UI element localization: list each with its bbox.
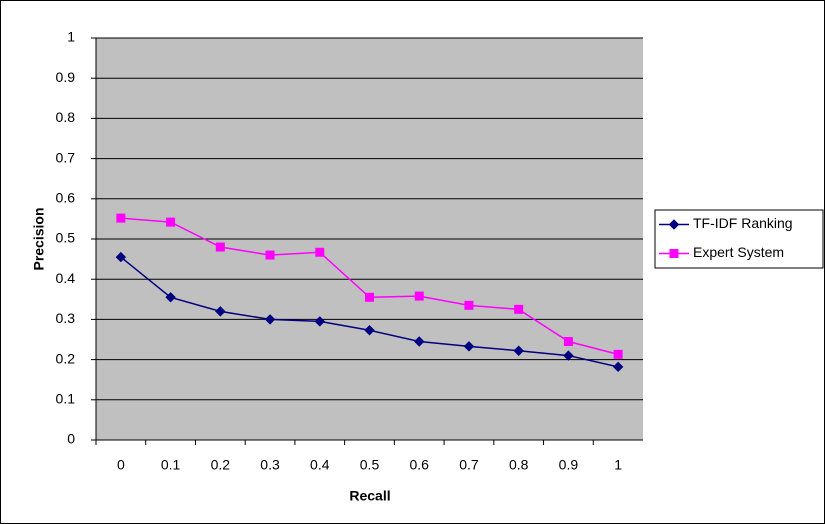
- y-tick-label: 0.4: [56, 270, 76, 286]
- x-tick-label: 0.2: [211, 457, 231, 473]
- x-tick-label: 0.5: [360, 457, 380, 473]
- data-point: [116, 213, 126, 223]
- data-point: [563, 337, 573, 347]
- data-point: [115, 251, 127, 263]
- y-tick-label: 0.8: [56, 109, 76, 125]
- y-tick-label: 1: [67, 29, 75, 45]
- x-tick-label: 0.6: [409, 457, 429, 473]
- data-point: [414, 291, 424, 301]
- y-tick-label: 0.2: [56, 350, 76, 366]
- data-point: [613, 349, 623, 359]
- data-point: [364, 325, 375, 336]
- x-tick-label: 0.7: [459, 457, 479, 473]
- data-point: [165, 292, 176, 303]
- x-tick-label: 0.9: [559, 457, 579, 473]
- x-tick-label: 0.1: [161, 457, 181, 473]
- data-point: [365, 292, 374, 302]
- data-point: [463, 341, 475, 352]
- data-point: [215, 306, 226, 317]
- y-tick-label: 0.5: [56, 230, 76, 246]
- x-tick-label: 0.3: [260, 457, 280, 473]
- y-axis-title: Precision: [31, 207, 47, 270]
- x-tick-label: 0: [117, 457, 125, 473]
- x-tick-label: 0.4: [310, 457, 330, 473]
- y-tick-label: 0.3: [56, 310, 76, 326]
- x-axis-title: Recall: [349, 488, 390, 504]
- data-point: [513, 345, 524, 356]
- y-tick-label: 0.1: [56, 391, 76, 407]
- legend-label: TF-IDF Ranking: [693, 215, 793, 231]
- y-tick-label: 0: [67, 431, 75, 447]
- data-point: [215, 242, 225, 252]
- data-point: [514, 304, 524, 314]
- legend-marker: [668, 219, 680, 230]
- data-point: [265, 250, 275, 260]
- y-tick-label: 0.6: [56, 190, 76, 206]
- data-point: [464, 300, 474, 310]
- data-point: [414, 336, 425, 347]
- y-tick-label: 0.7: [56, 149, 76, 165]
- x-tick-label: 1: [614, 457, 622, 473]
- data-point: [612, 361, 624, 373]
- data-point: [314, 316, 325, 327]
- legend-marker: [669, 249, 679, 258]
- y-tick-label: 0.9: [56, 69, 76, 85]
- legend-box: [654, 209, 824, 269]
- data-point: [563, 350, 574, 361]
- data-point: [264, 314, 276, 325]
- legend-label: Expert System: [693, 244, 784, 260]
- data-point: [315, 247, 325, 257]
- x-tick-label: 0.8: [509, 457, 529, 473]
- data-point: [166, 217, 176, 227]
